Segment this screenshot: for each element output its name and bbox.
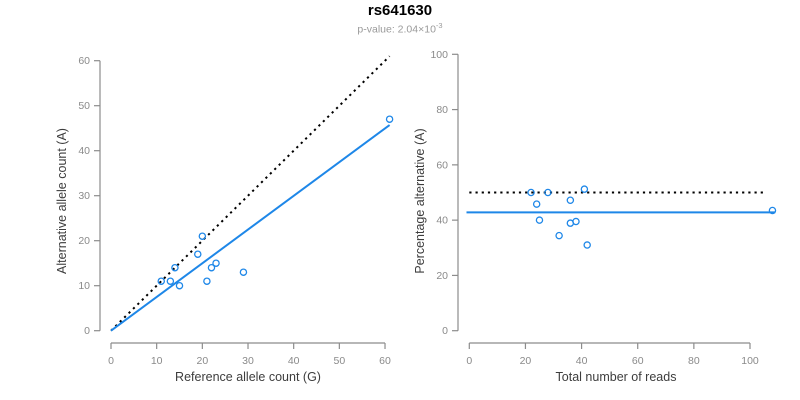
x-axis-title: Total number of reads bbox=[556, 370, 677, 384]
x-tick-label: 0 bbox=[108, 355, 114, 367]
plot-header: rs641630 p-value: 2.04×10-3 bbox=[0, 2, 800, 37]
y-tick-label: 50 bbox=[78, 100, 90, 112]
data-point bbox=[566, 196, 575, 204]
data-point bbox=[203, 277, 211, 285]
x-tick-label: 100 bbox=[741, 355, 759, 367]
identity-line bbox=[110, 55, 391, 332]
data-point bbox=[527, 188, 535, 197]
x-tick-label: 60 bbox=[632, 355, 644, 367]
data-point bbox=[572, 217, 580, 226]
y-tick-label: 60 bbox=[78, 55, 90, 67]
data-point bbox=[583, 241, 591, 249]
x-tick-label: 10 bbox=[151, 355, 163, 367]
data-point bbox=[580, 185, 589, 193]
x-tick-label: 50 bbox=[334, 355, 346, 367]
data-point bbox=[535, 216, 544, 224]
y-tick-label: 10 bbox=[78, 280, 90, 292]
plot-title: rs641630 bbox=[367, 2, 433, 19]
y-tick-label: 80 bbox=[436, 104, 448, 116]
y-axis-title: Percentage alternative (A) bbox=[413, 128, 427, 273]
pvalue-text: p-value: 2.04×10 bbox=[357, 23, 436, 36]
y-tick-label: 20 bbox=[78, 235, 90, 247]
y-tick-label: 0 bbox=[84, 325, 90, 337]
fit-line bbox=[110, 124, 391, 332]
data-point bbox=[157, 277, 165, 285]
y-tick-label: 30 bbox=[78, 190, 90, 202]
y-axis-title: Alternative allele count (A) bbox=[55, 128, 69, 274]
data-point bbox=[385, 115, 394, 123]
data-point bbox=[239, 268, 248, 276]
y-tick-label: 100 bbox=[430, 49, 448, 61]
y-tick-label: 40 bbox=[436, 215, 448, 227]
data-point bbox=[544, 188, 552, 197]
y-tick-label: 60 bbox=[436, 159, 448, 171]
y-tick-label: 40 bbox=[78, 145, 90, 157]
x-tick-label: 20 bbox=[520, 355, 532, 367]
data-point bbox=[532, 200, 541, 208]
data-point bbox=[198, 232, 207, 240]
x-tick-label: 40 bbox=[288, 355, 300, 367]
data-point bbox=[194, 250, 202, 258]
data-point bbox=[166, 277, 175, 285]
y-tick-label: 20 bbox=[436, 270, 448, 282]
data-point bbox=[212, 259, 220, 267]
data-point bbox=[207, 263, 216, 272]
x-axis-title: Reference allele count (G) bbox=[175, 370, 321, 384]
data-point bbox=[555, 231, 563, 240]
data-point bbox=[175, 281, 184, 290]
data-point bbox=[171, 263, 179, 272]
data-point bbox=[768, 206, 777, 215]
plot-subtitle: p-value: 2.04×10-3 bbox=[0, 19, 800, 37]
pvalue-exponent: -3 bbox=[435, 21, 443, 30]
y-tick-label: 0 bbox=[442, 325, 448, 337]
chart-percentage-vs-reads: 0 20 40 60 80 100 0 20 40 60 80 100 Total number of … bbox=[413, 49, 777, 384]
x-tick-label: 0 bbox=[466, 355, 472, 367]
x-tick-label: 30 bbox=[242, 355, 254, 367]
x-tick-label: 80 bbox=[688, 355, 700, 367]
x-tick-label: 60 bbox=[379, 355, 391, 367]
x-tick-label: 20 bbox=[196, 355, 208, 367]
chart-allele-counts: 0 10 20 30 40 50 60 0 10 20 30 40 50 60 Reference alle… bbox=[55, 55, 394, 384]
x-tick-label: 40 bbox=[576, 355, 588, 367]
